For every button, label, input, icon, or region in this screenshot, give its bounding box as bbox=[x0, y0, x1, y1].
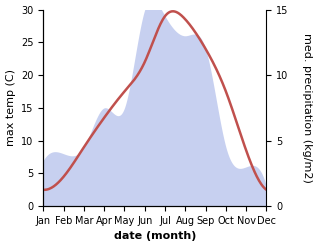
Y-axis label: med. precipitation (kg/m2): med. precipitation (kg/m2) bbox=[302, 33, 313, 183]
Y-axis label: max temp (C): max temp (C) bbox=[5, 69, 16, 146]
X-axis label: date (month): date (month) bbox=[114, 231, 196, 242]
